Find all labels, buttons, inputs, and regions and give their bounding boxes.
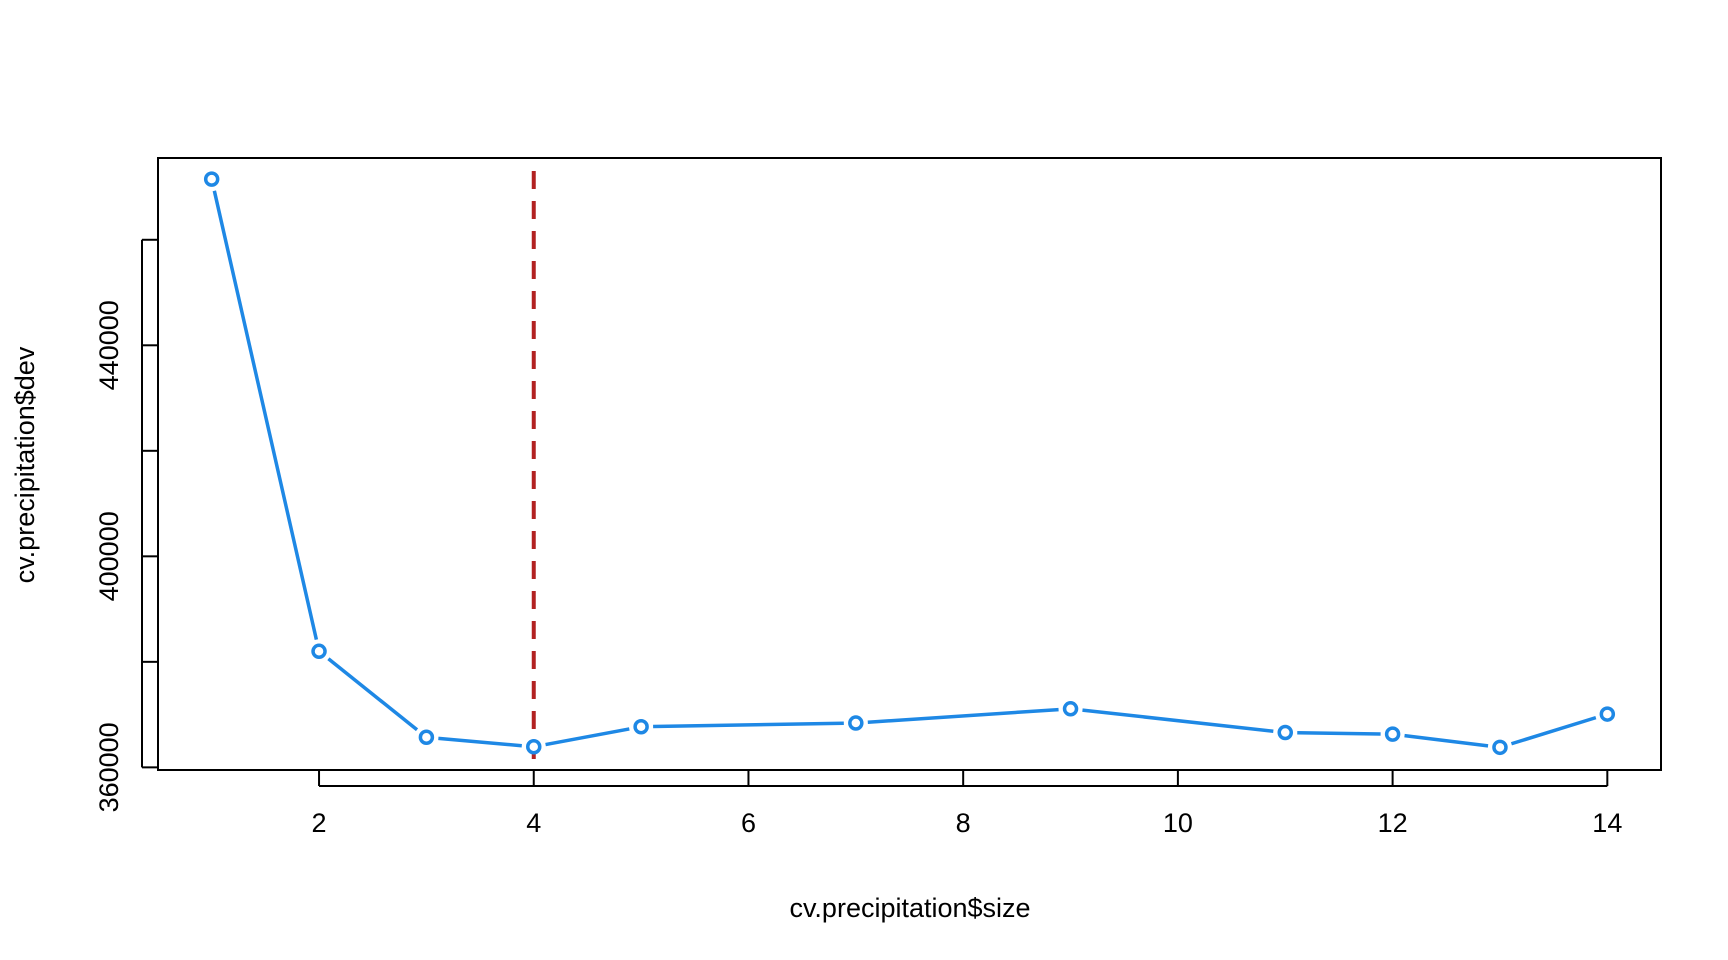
x-axis-label: cv.precipitation$size [789,893,1030,923]
x-tick-label-4: 10 [1163,808,1193,838]
x-tick-label-1: 4 [526,808,541,838]
series-layer [203,171,1616,756]
series-0-segment-8 [1404,733,1489,748]
series-0-point-5 [848,715,864,731]
series-0-segment-6 [1082,708,1274,733]
series-0-segment-0 [212,190,319,640]
series-0-point-4 [633,718,649,735]
series-0-segment-3 [545,727,630,747]
series-0-point-10 [1599,706,1616,722]
series-0-point-8 [1384,726,1401,742]
y-tick-label-4: 440000 [94,300,124,390]
y-axis-label: cv.precipitation$dev [10,346,40,583]
series-0-point-2 [418,729,435,746]
x-tick-label-3: 8 [956,808,971,838]
series-0-point-0 [203,171,220,187]
y-tick-label-0: 360000 [94,722,124,812]
plot-frame [157,157,1662,771]
series-0-segment-7 [1297,730,1381,736]
x-axis: 2 4 6 8 10 12 14 [312,770,1622,838]
x-tick-label-0: 2 [312,808,327,838]
series-0-segment-2 [438,736,522,748]
y-axis: 360000 400000 440000 [94,238,158,812]
x-tick-label-6: 14 [1592,808,1622,838]
x-tick-label-5: 12 [1378,808,1408,838]
series-0-point-6 [1062,701,1079,717]
series-0-point-1 [311,643,327,660]
x-tick-label-2: 6 [741,808,756,838]
series-0-segment-1 [327,657,419,732]
series-0-point-3 [526,739,542,755]
y-tick-label-2: 400000 [94,511,124,601]
series-0-point-9 [1492,739,1508,756]
series-0-segment-4 [653,721,844,729]
series-0-segment-5 [867,707,1059,724]
series-0-point-7 [1277,724,1293,741]
series-0-segment-9 [1510,715,1597,746]
